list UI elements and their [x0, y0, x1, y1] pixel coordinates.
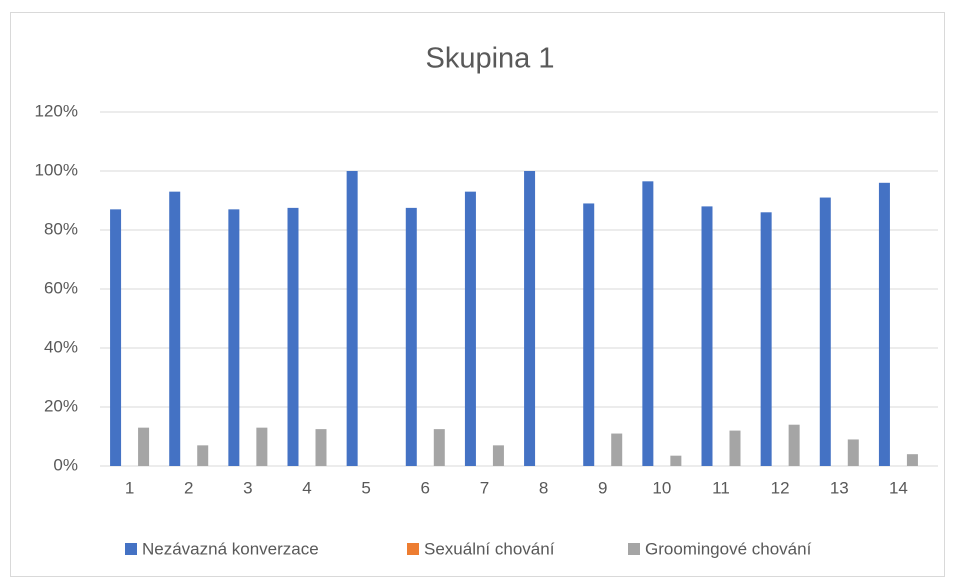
x-tick-label: 1 [125, 478, 134, 497]
bar [110, 209, 122, 466]
x-tick-label: 3 [243, 478, 252, 497]
y-tick-label: 60% [44, 278, 78, 297]
x-tick-label: 9 [598, 478, 607, 497]
legend-swatch [125, 543, 137, 555]
bar [346, 171, 358, 466]
bar [256, 427, 268, 466]
x-tick-label: 4 [302, 478, 311, 497]
x-tick-label: 11 [712, 478, 730, 497]
legend-label: Sexuální chování [424, 539, 555, 558]
x-tick-label: 8 [539, 478, 548, 497]
bar [701, 206, 713, 466]
bar [169, 191, 181, 466]
bar [197, 445, 209, 466]
y-tick-label: 120% [35, 101, 78, 120]
bar [287, 207, 299, 466]
bar [492, 445, 504, 466]
bar [760, 212, 772, 466]
bar [878, 182, 890, 467]
x-tick-label: 5 [361, 478, 370, 497]
x-tick-label: 6 [421, 478, 430, 497]
bar [433, 429, 445, 466]
bar [642, 181, 654, 466]
x-tick-label: 12 [771, 478, 790, 497]
legend-label: Groomingové chování [645, 539, 812, 558]
bar [405, 207, 417, 466]
legend-label: Nezávazná konverzace [142, 539, 319, 558]
x-tick-label: 10 [652, 478, 671, 497]
bar [788, 424, 800, 466]
y-tick-label: 20% [44, 396, 78, 415]
y-tick-label: 40% [44, 337, 78, 356]
bar [583, 203, 595, 466]
bar [847, 439, 859, 466]
x-tick-label: 13 [830, 478, 849, 497]
bar [906, 454, 918, 466]
bar [670, 455, 682, 466]
y-tick-label: 100% [35, 160, 78, 179]
bar [464, 191, 476, 466]
y-tick-label: 0% [53, 455, 78, 474]
bar [524, 171, 536, 466]
bar [819, 197, 831, 467]
chart-title: Skupina 1 [426, 43, 555, 75]
bar [611, 433, 623, 466]
bar [315, 429, 327, 466]
x-tick-label: 7 [480, 478, 489, 497]
y-tick-label: 80% [44, 219, 78, 238]
bar [228, 209, 240, 466]
x-tick-label: 2 [184, 478, 193, 497]
bar [729, 430, 741, 466]
legend-swatch [628, 543, 640, 555]
bar [138, 427, 150, 466]
chart-border [10, 12, 945, 577]
x-tick-label: 14 [889, 478, 908, 497]
legend-swatch [407, 543, 419, 555]
